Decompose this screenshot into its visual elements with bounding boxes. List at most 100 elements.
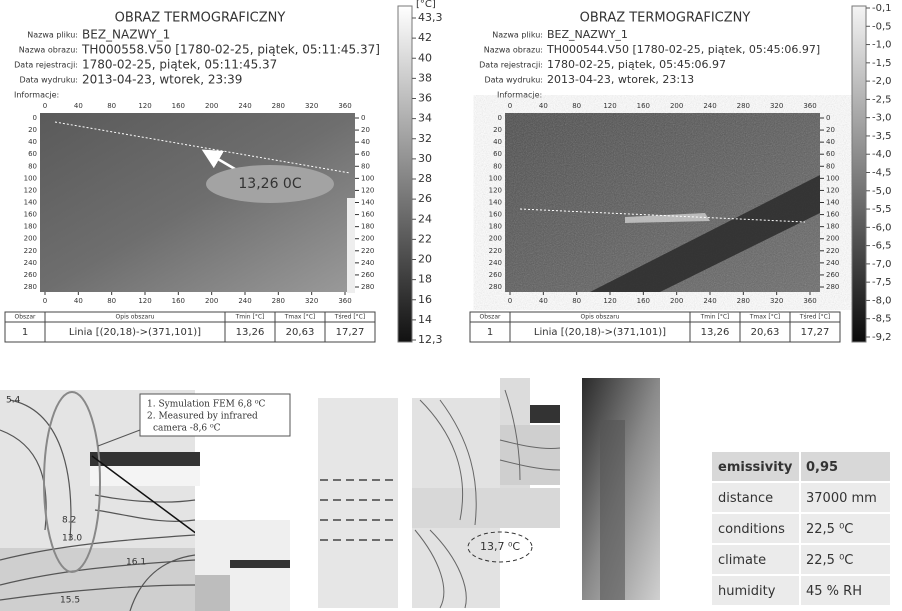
info-label: Data wydruku: — [484, 76, 543, 85]
property-name: conditions — [718, 522, 785, 537]
scale-label: -6,0 — [872, 222, 892, 233]
y-tick-label: 220 — [361, 247, 374, 255]
scale-label: -9,2 — [872, 332, 892, 343]
y-tick-label: 260 — [489, 271, 502, 279]
y-tick-label: 240 — [489, 259, 502, 267]
y-tick-label: 220 — [826, 247, 839, 255]
page: 1. Symulation FEM 6,8 ⁰C 2. Measured by … — [0, 0, 902, 611]
table-cell: 17,27 — [336, 327, 365, 338]
property-value: 45 % RH — [806, 584, 862, 599]
x-tick-label: 280 — [737, 102, 750, 110]
y-tick-label: 120 — [826, 186, 839, 194]
y-tick-label: 160 — [24, 211, 37, 219]
y-tick-label: 0 — [361, 114, 365, 122]
scale-label: -1,5 — [872, 58, 892, 69]
scale-label: -4,5 — [872, 168, 892, 179]
y-tick-label: 220 — [489, 247, 502, 255]
scale-label: 42 — [418, 31, 432, 44]
x-tick-label: 320 — [770, 297, 783, 305]
table-cell: 1 — [22, 327, 28, 338]
x-tick-label: 200 — [205, 297, 218, 305]
y-tick-label: 20 — [826, 126, 835, 134]
y-tick-label: 280 — [489, 283, 502, 291]
bright-edge — [347, 198, 355, 293]
info-value: BEZ_NAZWY_1 — [547, 28, 628, 41]
fem-inset-wall — [195, 575, 230, 611]
info-value: BEZ_NAZWY_1 — [82, 28, 170, 42]
info-label: Data rejestracji: — [479, 61, 543, 70]
x-tick-label: 80 — [107, 102, 116, 110]
info-value: TH000544.V50 [1780-02-25, piątek, 05:45:… — [546, 43, 820, 56]
y-tick-label: 280 — [24, 283, 37, 291]
x-tick-label: 40 — [74, 102, 83, 110]
ir-column — [600, 420, 625, 600]
x-tick-label: 360 — [803, 297, 816, 305]
y-tick-label: 20 — [28, 126, 37, 134]
y-tick-label: 140 — [361, 199, 374, 207]
y-tick-label: 160 — [826, 211, 839, 219]
x-tick-label: 320 — [305, 102, 318, 110]
scale-label: 34 — [418, 112, 432, 125]
y-tick-label: 160 — [361, 211, 374, 219]
image-title: OBRAZ TERMOGRAFICZNY — [580, 11, 751, 26]
table-header: Tmin [°C] — [700, 314, 730, 321]
x-tick-label: 200 — [205, 102, 218, 110]
property-value: 22,5 ⁰C — [806, 522, 853, 537]
info-label: Nazwa obrazu: — [484, 46, 543, 55]
x-tick-label: 200 — [670, 297, 683, 305]
y-tick-label: 60 — [826, 150, 835, 158]
y-tick-label: 80 — [361, 162, 370, 170]
table-header: Tmax [°C] — [284, 314, 316, 321]
table-cell: 1 — [487, 327, 493, 338]
y-tick-label: 260 — [24, 271, 37, 279]
scale-label: -7,5 — [872, 277, 892, 288]
x-tick-label: 40 — [539, 102, 548, 110]
info-label: Nazwa pliku: — [492, 31, 543, 40]
y-tick-label: 140 — [24, 199, 37, 207]
table-cell: 13,26 — [236, 327, 265, 338]
scale-label: 38 — [418, 71, 432, 84]
x-tick-label: 80 — [572, 102, 581, 110]
info-value: 1780-02-25, piątek, 05:11:45.37 — [82, 58, 277, 72]
y-tick-label: 20 — [493, 126, 502, 134]
y-tick-label: 120 — [361, 186, 374, 194]
y-tick-label: 40 — [493, 138, 502, 146]
fem-dark-block — [530, 405, 560, 423]
table-header: Obszar — [480, 314, 501, 321]
x-tick-label: 0 — [43, 102, 47, 110]
x-tick-label: 80 — [107, 297, 116, 305]
scale-label: 24 — [418, 212, 432, 225]
fem-drawing — [0, 390, 290, 611]
x-tick-label: 280 — [272, 297, 285, 305]
y-tick-label: 100 — [489, 174, 502, 182]
y-tick-label: 100 — [361, 174, 374, 182]
x-tick-label: 0 — [508, 102, 512, 110]
scale-label: 36 — [418, 92, 432, 105]
fem-middle-label: 13,7 ⁰C — [480, 540, 520, 553]
table-header: Opis obszaru — [581, 314, 620, 321]
image-title: OBRAZ TERMOGRAFICZNY — [115, 11, 286, 26]
scale-label: 14 — [418, 313, 432, 326]
y-tick-label: 100 — [24, 174, 37, 182]
x-tick-label: 320 — [770, 102, 783, 110]
y-tick-label: 180 — [826, 223, 839, 231]
property-name: emissivity — [718, 460, 793, 475]
thermal-image — [40, 113, 355, 292]
x-tick-label: 120 — [603, 297, 616, 305]
x-tick-label: 160 — [637, 102, 650, 110]
scale-label: -4,0 — [872, 149, 892, 160]
y-tick-label: 240 — [24, 259, 37, 267]
y-tick-label: 120 — [24, 186, 37, 194]
y-tick-label: 280 — [826, 283, 839, 291]
y-tick-label: 40 — [361, 138, 370, 146]
property-name: distance — [718, 491, 773, 506]
x-tick-label: 240 — [238, 102, 251, 110]
info-label: Nazwa obrazu: — [19, 46, 78, 55]
property-name: climate — [718, 553, 766, 568]
scale-label: -3,5 — [872, 131, 892, 142]
info-label: Data rejestracji: — [14, 61, 78, 70]
fem-dark-layer — [90, 452, 200, 466]
x-tick-label: 160 — [172, 297, 185, 305]
scale-label: 28 — [418, 172, 432, 185]
property-value: 22,5 ⁰C — [806, 553, 853, 568]
